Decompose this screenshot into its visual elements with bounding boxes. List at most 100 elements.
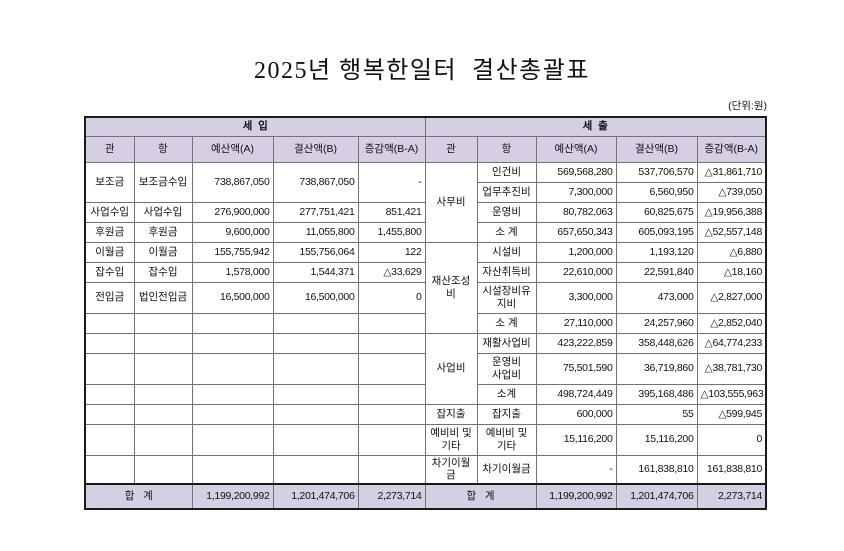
empty-cell bbox=[357, 454, 426, 485]
table-row: 사업비 재활사업비 423,222,859 358,448,626 △64,77… bbox=[84, 332, 767, 405]
amount-cell: 155,756,064 bbox=[272, 241, 359, 263]
amount-cell: △18,160 bbox=[696, 261, 767, 283]
amount-cell: 1,200,000 bbox=[535, 241, 617, 263]
amount-cell: 161,838,810 bbox=[696, 454, 767, 485]
empty-cell bbox=[133, 383, 193, 405]
empty-cell bbox=[191, 332, 274, 354]
empty-cell bbox=[191, 312, 274, 334]
amount-cell: 277,751,421 bbox=[272, 201, 359, 223]
category-cell: 사업수입 bbox=[133, 201, 193, 223]
category-cell: 예비비 및 기타 bbox=[424, 423, 478, 456]
amount-cell: 605,093,195 bbox=[615, 221, 698, 243]
amount-cell: 423,222,859 bbox=[535, 332, 617, 354]
table-row: 차기이월금 차기이월금 - 161,838,810 161,838,810 bbox=[84, 454, 767, 485]
amount-cell: △2,827,000 bbox=[696, 281, 767, 314]
total-row: 합 계 1,199,200,992 1,201,474,706 2,273,71… bbox=[84, 482, 767, 510]
amount-cell: △6,880 bbox=[696, 241, 767, 263]
empty-cell bbox=[272, 403, 359, 425]
amount-cell: 24,257,960 bbox=[615, 312, 698, 334]
column-header-diff: 증감액(B-A) bbox=[696, 135, 767, 163]
amount-cell: △103,555,963 bbox=[696, 383, 767, 405]
column-header-hang: 항 bbox=[133, 135, 193, 163]
empty-cell bbox=[357, 352, 426, 385]
amount-cell: 1,455,800 bbox=[357, 221, 426, 243]
amount-cell: 1,193,120 bbox=[615, 241, 698, 263]
expenditure-section-header: 세 출 bbox=[424, 116, 767, 137]
category-cell: 잡수입 bbox=[133, 261, 193, 283]
empty-cell bbox=[133, 454, 193, 485]
category-cell: 사업비 bbox=[424, 332, 478, 405]
unit-note: (단위:원) bbox=[728, 100, 767, 112]
amount-cell: - bbox=[535, 454, 617, 485]
total-label-cell: 합 계 bbox=[424, 482, 537, 510]
amount-cell: 358,448,626 bbox=[615, 332, 698, 354]
category-cell: 잡지출 bbox=[424, 403, 478, 425]
amount-cell: 276,900,000 bbox=[191, 201, 274, 223]
category-cell: 시설장비유 지비 bbox=[476, 281, 537, 314]
empty-cell bbox=[84, 332, 135, 354]
amount-cell: 15,116,200 bbox=[535, 423, 617, 456]
category-cell: 재산조성비 bbox=[424, 241, 478, 334]
column-header-budget: 예산액(A) bbox=[535, 135, 617, 163]
column-header-row: 관 항 예산액(A) 결산액(B) 증감액(B-A) 관 항 예산액(A) 결산… bbox=[84, 135, 767, 163]
empty-cell bbox=[272, 454, 359, 485]
subtotal-label-cell: 소계 bbox=[476, 383, 537, 405]
amount-cell: 7,300,000 bbox=[535, 181, 617, 203]
empty-cell bbox=[191, 383, 274, 405]
table-row: 소계 498,724,449 395,168,486 △103,555,963 bbox=[84, 383, 767, 405]
category-cell: 사무비 bbox=[424, 161, 478, 243]
category-cell: 인건비 bbox=[476, 161, 537, 183]
empty-cell bbox=[84, 403, 135, 425]
amount-cell: △2,852,040 bbox=[696, 312, 767, 334]
amount-cell: 11,055,800 bbox=[272, 221, 359, 243]
amount-cell: - bbox=[357, 161, 426, 203]
empty-cell bbox=[272, 312, 359, 334]
amount-cell: 16,500,000 bbox=[191, 281, 274, 314]
category-cell: 법인전입금 bbox=[133, 281, 193, 314]
column-header-settlement: 결산액(B) bbox=[272, 135, 359, 163]
table-row: 잡수입 잡수입 1,578,000 1,544,371 △33,629 자산취득… bbox=[84, 261, 767, 283]
table-row: 이월금 이월금 155,755,942 155,756,064 122 재산조성… bbox=[84, 241, 767, 334]
category-cell: 전입금 bbox=[84, 281, 135, 314]
amount-cell: △33,629 bbox=[357, 261, 426, 283]
empty-cell bbox=[84, 352, 135, 385]
amount-cell: 9,600,000 bbox=[191, 221, 274, 243]
empty-cell bbox=[84, 312, 135, 334]
category-cell: 차기이월금 bbox=[476, 454, 537, 485]
category-cell: 잡수입 bbox=[84, 261, 135, 283]
table-row: 사업수입 사업수입 276,900,000 277,751,421 851,42… bbox=[84, 201, 767, 223]
category-cell: 후원금 bbox=[84, 221, 135, 243]
total-amount-cell: 1,199,200,992 bbox=[191, 482, 274, 510]
empty-cell bbox=[272, 383, 359, 405]
amount-cell: 161,838,810 bbox=[615, 454, 698, 485]
amount-cell: 36,719,860 bbox=[615, 352, 698, 385]
category-cell: 예비비 및 기타 bbox=[476, 423, 537, 456]
amount-cell: 600,000 bbox=[535, 403, 617, 425]
amount-cell: 75,501,590 bbox=[535, 352, 617, 385]
category-cell: 시설비 bbox=[476, 241, 537, 263]
empty-cell bbox=[84, 383, 135, 405]
column-header-settlement: 결산액(B) bbox=[615, 135, 698, 163]
empty-cell bbox=[133, 332, 193, 354]
subtotal-label-cell: 소 계 bbox=[476, 312, 537, 334]
empty-cell bbox=[191, 454, 274, 485]
total-amount-cell: 2,273,714 bbox=[696, 482, 767, 510]
amount-cell: 80,782,063 bbox=[535, 201, 617, 223]
total-amount-cell: 1,201,474,706 bbox=[615, 482, 698, 510]
empty-cell bbox=[357, 312, 426, 334]
amount-cell: 537,706,570 bbox=[615, 161, 698, 183]
empty-cell bbox=[84, 454, 135, 485]
amount-cell: 395,168,486 bbox=[615, 383, 698, 405]
amount-cell: △599,945 bbox=[696, 403, 767, 425]
amount-cell: 851,421 bbox=[357, 201, 426, 223]
category-cell: 사업수입 bbox=[84, 201, 135, 223]
amount-cell: △31,861,710 bbox=[696, 161, 767, 183]
amount-cell: 122 bbox=[357, 241, 426, 263]
table-row: 후원금 후원금 9,600,000 11,055,800 1,455,800 소… bbox=[84, 221, 767, 243]
column-header-diff: 증감액(B-A) bbox=[357, 135, 426, 163]
amount-cell: △38,781,730 bbox=[696, 352, 767, 385]
empty-cell bbox=[191, 423, 274, 456]
table-row: 전입금 법인전입금 16,500,000 16,500,000 0 시설장비유 … bbox=[84, 281, 767, 314]
empty-cell bbox=[357, 383, 426, 405]
